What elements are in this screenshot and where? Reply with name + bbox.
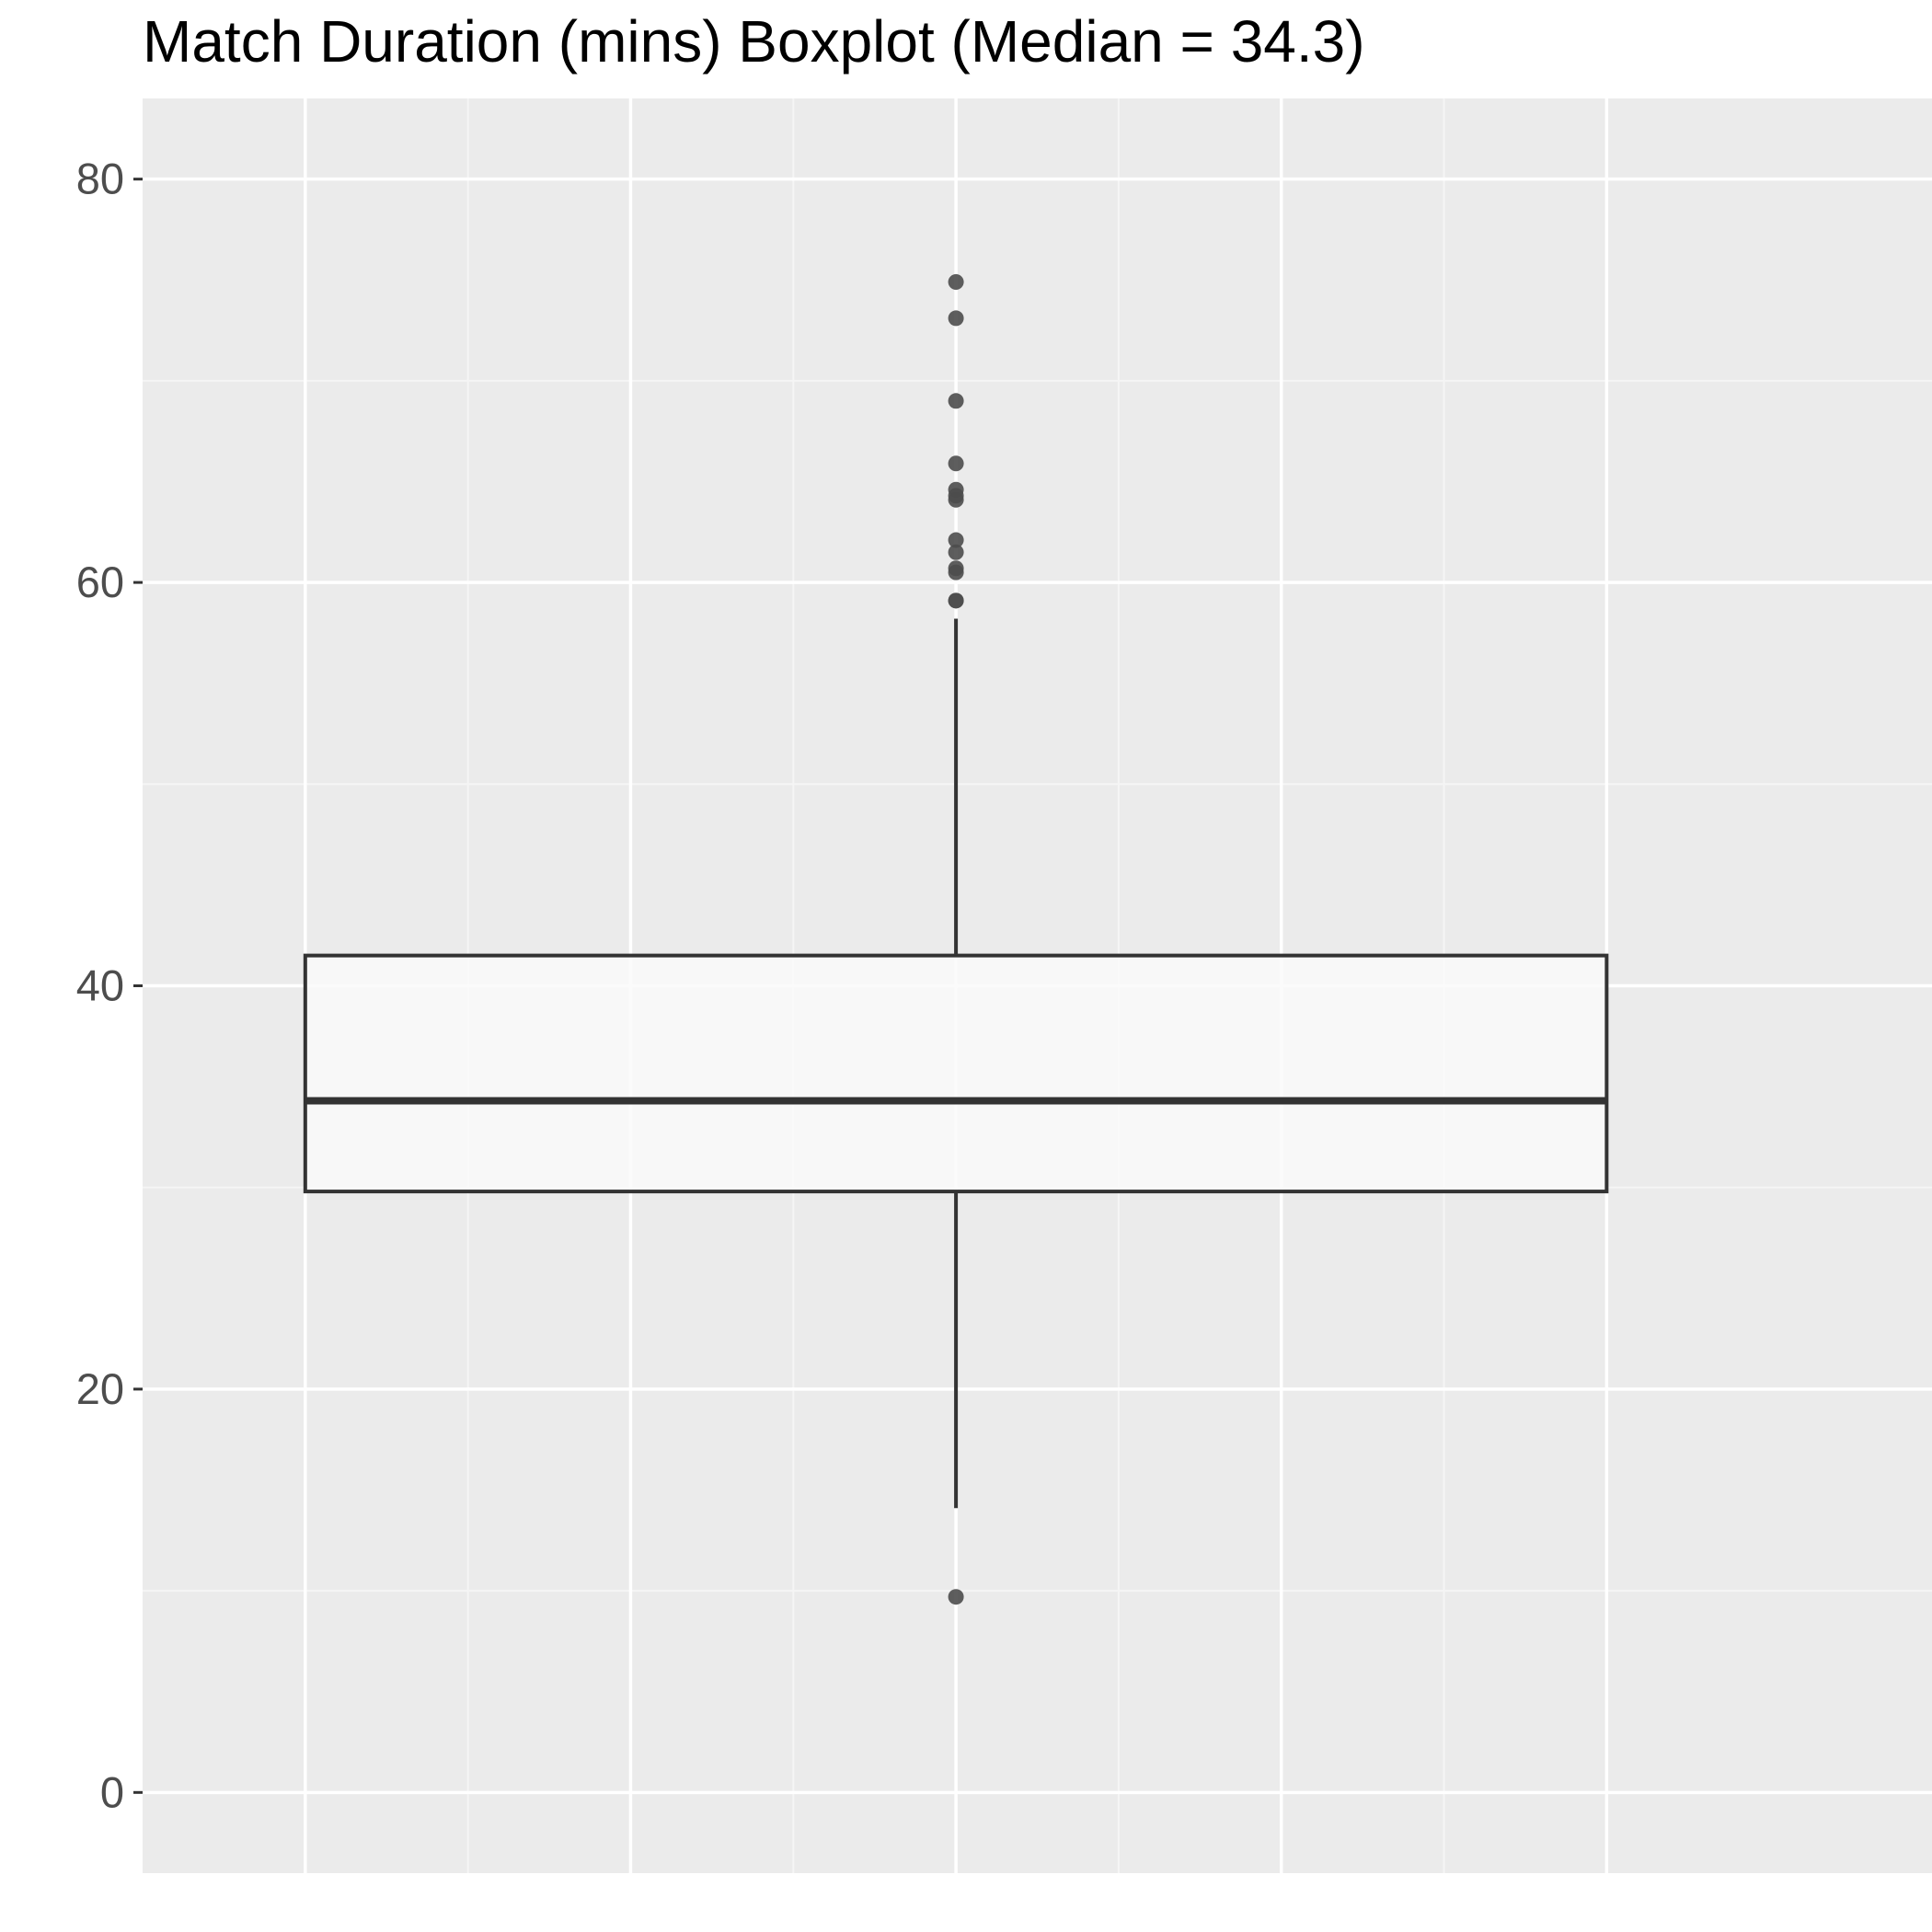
outlier-point xyxy=(948,544,964,560)
y-axis: 0 20 40 60 80 xyxy=(76,155,143,1816)
outlier-point xyxy=(948,560,964,577)
y-tick-label: 40 xyxy=(76,961,124,1010)
iqr-box xyxy=(303,953,1609,1194)
outlier-point xyxy=(948,481,964,498)
y-tick-label: 0 xyxy=(100,1767,124,1816)
outlier-point xyxy=(948,393,964,409)
box-group xyxy=(303,618,1609,1509)
chart-title: Match Duration (mins) Boxplot (Median = … xyxy=(143,8,1365,75)
outlier-point xyxy=(948,455,964,472)
outlier-point xyxy=(948,310,964,327)
y-tick-label: 60 xyxy=(76,558,124,606)
outlier-points xyxy=(948,273,964,1605)
outlier-point xyxy=(948,273,964,290)
outlier-point xyxy=(948,1589,964,1605)
outlier-point xyxy=(948,532,964,548)
y-tick-label: 80 xyxy=(76,155,124,203)
y-tick-label: 20 xyxy=(76,1364,124,1413)
outlier-point xyxy=(948,592,964,609)
